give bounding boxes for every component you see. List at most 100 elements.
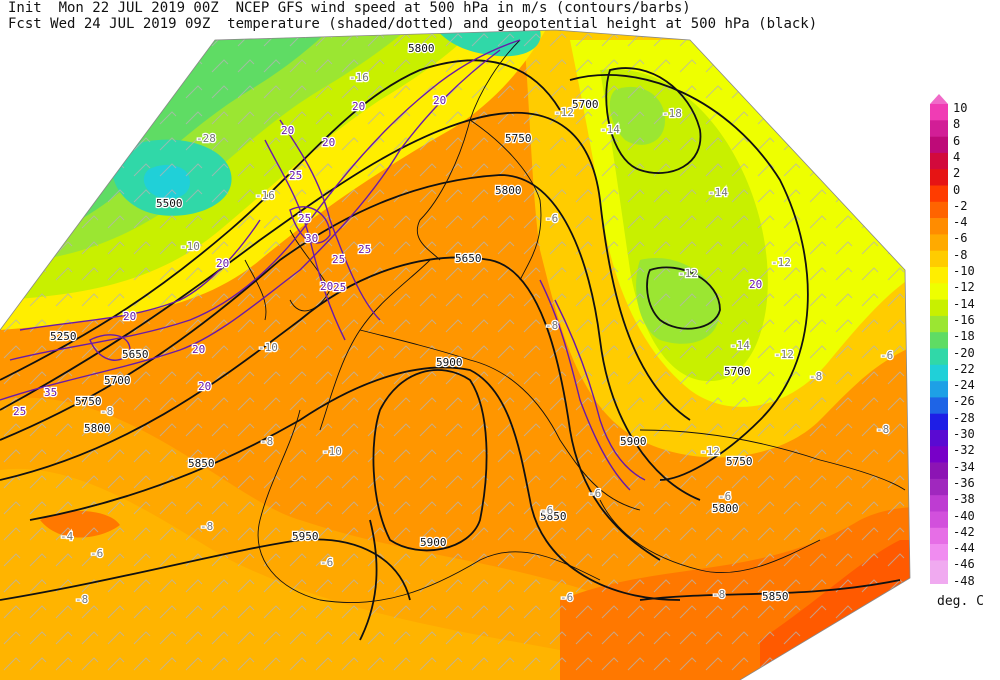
- temperature-label: -8: [712, 588, 725, 601]
- height-contour-label: 5900: [436, 356, 463, 369]
- legend-swatch: [930, 315, 948, 333]
- legend-level-label: 2: [953, 166, 961, 181]
- legend-swatch: [930, 136, 948, 154]
- legend-level-label: -4: [953, 215, 968, 230]
- legend-swatch: [930, 381, 948, 398]
- legend-swatch: [930, 560, 948, 577]
- legend-level-label: -24: [953, 378, 975, 393]
- legend-level-label: -36: [953, 475, 975, 490]
- wind-speed-label: 20: [433, 94, 446, 107]
- legend-level-label: -48: [953, 573, 975, 588]
- wind-speed-label: 25: [333, 281, 346, 294]
- wind-speed-label: 25: [289, 169, 302, 182]
- temperature-label: -12: [774, 348, 794, 361]
- height-contour-label: 5500: [156, 197, 183, 210]
- legend-arrow-icon: [930, 94, 948, 104]
- wind-speed-label: 20: [322, 136, 335, 149]
- temperature-label: -12: [554, 106, 574, 119]
- legend-swatch: [930, 576, 948, 584]
- wind-speed-label: 20: [749, 278, 762, 291]
- wind-speed-label: 25: [332, 253, 345, 266]
- temperature-label: -6: [718, 490, 731, 503]
- legend-swatch: [930, 544, 948, 561]
- height-contour-label: 5800: [84, 422, 111, 435]
- legend-swatch: [930, 267, 948, 284]
- temperature-label: -6: [90, 547, 103, 560]
- height-contour-label: 5750: [726, 455, 753, 468]
- temperature-label: -8: [809, 370, 822, 383]
- legend-swatch: [930, 462, 948, 480]
- temperature-label: -8: [260, 435, 273, 448]
- legend-swatch: [930, 478, 948, 496]
- legend-swatch: [930, 332, 948, 349]
- temperature-label: -8: [200, 520, 213, 533]
- height-contour-label: 5650: [455, 252, 482, 265]
- height-contour-label: 5800: [408, 42, 435, 55]
- legend-level-label: -38: [953, 492, 975, 507]
- legend-level-label: 0: [953, 182, 961, 197]
- wind-speed-label: 20: [216, 257, 229, 270]
- temperature-label: -14: [600, 123, 620, 136]
- wind-speed-contours: [0, 39, 646, 491]
- header-init-line: Init Mon 22 JUL 2019 00Z NCEP GFS wind s…: [8, 0, 691, 16]
- temperature-label: -8: [75, 593, 88, 606]
- temperature-label: -12: [700, 445, 720, 458]
- legend-level-label: -12: [953, 280, 975, 295]
- temperature-label: -6: [545, 212, 558, 225]
- legend-swatch: [930, 120, 948, 137]
- height-contour-label: 5850: [762, 590, 789, 603]
- height-contour-label: 5900: [420, 536, 447, 549]
- legend-swatch: [930, 234, 948, 251]
- legend-level-label: -34: [953, 459, 975, 474]
- legend-swatch: [930, 152, 948, 170]
- temperature-label: -10: [180, 240, 200, 253]
- legend-level-label: -28: [953, 410, 975, 425]
- temperature-label: -18: [662, 107, 682, 120]
- temperature-label: -8: [545, 319, 558, 332]
- legend-level-label: -32: [953, 443, 975, 458]
- legend-level-label: -16: [953, 312, 975, 327]
- wind-speed-label: 20: [352, 100, 365, 113]
- temperature-label: -6: [540, 504, 553, 517]
- legend-swatch: [930, 185, 948, 203]
- wind-speed-label: 25: [298, 212, 311, 225]
- height-contour-label: 5750: [505, 132, 532, 145]
- legend-swatch: [930, 527, 948, 545]
- wind-speed-label: 20: [123, 310, 136, 323]
- legend-level-label: 10: [953, 101, 968, 115]
- temperature-label: -6: [880, 349, 893, 362]
- wind-speed-label: 35: [44, 386, 57, 399]
- legend-level-label: -10: [953, 264, 975, 278]
- legend-swatch: [930, 413, 948, 431]
- legend-swatch: [930, 397, 948, 414]
- legend-level-label: -18: [953, 329, 975, 344]
- legend-level-label: 4: [953, 149, 961, 164]
- legend-swatch: [930, 250, 948, 268]
- legend-swatch: [930, 348, 948, 366]
- legend-level-label: -42: [953, 524, 975, 539]
- height-contour-label: 5700: [104, 374, 131, 387]
- temperature-label: -4: [60, 530, 74, 543]
- legend-swatch: [930, 218, 948, 235]
- legend-swatch: [930, 104, 948, 121]
- height-contour-label: 5900: [620, 435, 647, 448]
- legend-swatch: [930, 299, 948, 317]
- temperature-label: -16: [349, 71, 369, 84]
- temperature-label: -6: [588, 487, 601, 500]
- color-legend: [930, 94, 948, 584]
- legend-swatch: [930, 495, 948, 512]
- legend-swatch: [930, 511, 948, 529]
- height-contour-label: 5650: [122, 348, 149, 361]
- legend-swatch: [930, 430, 948, 447]
- temperature-label: -14: [708, 186, 728, 199]
- temperature-label: -6: [560, 591, 573, 604]
- height-contour-label: 5850: [188, 457, 215, 470]
- legend-swatch: [930, 446, 948, 463]
- legend-level-label: 8: [953, 117, 961, 132]
- wind-speed-label: 20: [198, 380, 211, 393]
- height-contour-label: 5700: [572, 98, 599, 111]
- legend-level-label: -22: [953, 361, 975, 376]
- legend-swatch: [930, 201, 948, 219]
- wind-speed-label: 25: [13, 405, 26, 418]
